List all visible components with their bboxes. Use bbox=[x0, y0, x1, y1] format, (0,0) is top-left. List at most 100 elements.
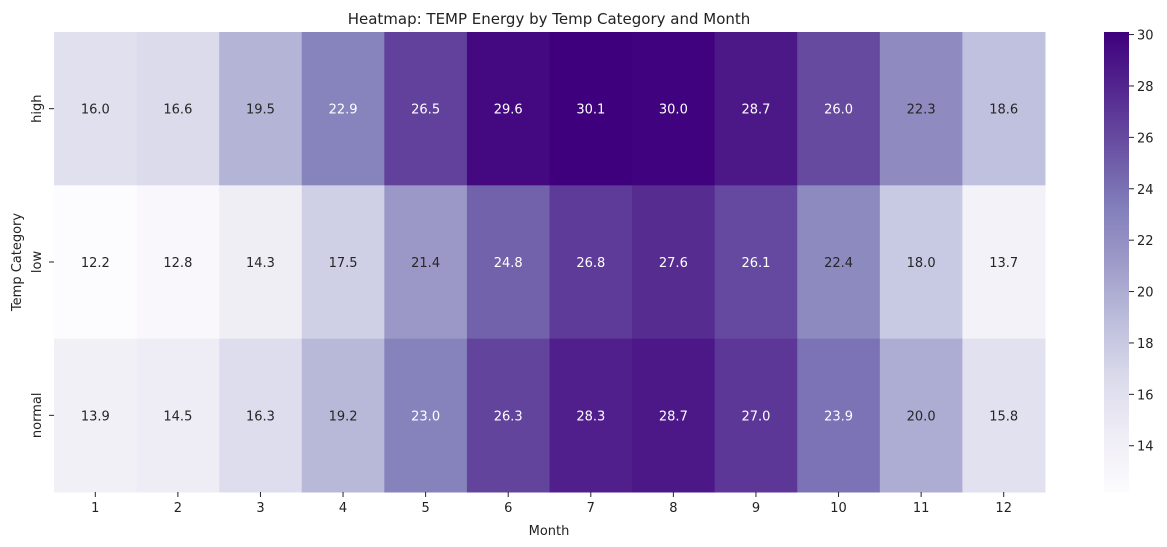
heatmap-cell bbox=[466, 338, 550, 493]
heatmap-cell bbox=[962, 185, 1046, 340]
heatmap-cell bbox=[136, 185, 220, 340]
cell-value-label: 12.2 bbox=[81, 256, 110, 271]
heatmap-cell bbox=[219, 338, 303, 493]
heatmap-cell bbox=[549, 185, 633, 340]
heatmap-cell bbox=[466, 32, 550, 186]
x-tick-label: 4 bbox=[339, 501, 347, 516]
x-tick-label: 5 bbox=[421, 501, 429, 516]
heatmap-cell bbox=[632, 338, 716, 493]
x-tick-label: 7 bbox=[587, 501, 595, 516]
colorbar-tick-label: 22 bbox=[1137, 234, 1154, 249]
heatmap-cell bbox=[219, 185, 303, 340]
x-tick-label: 11 bbox=[913, 501, 930, 516]
cell-value-label: 26.0 bbox=[824, 103, 853, 118]
y-axis: high low normal bbox=[30, 94, 54, 438]
heatmap-cell bbox=[136, 32, 220, 186]
cell-value-label: 22.4 bbox=[824, 256, 853, 271]
heatmap-cell bbox=[879, 338, 963, 493]
cell-value-label: 22.3 bbox=[907, 103, 936, 118]
heatmap-cell bbox=[466, 185, 550, 340]
cell-value-label: 18.0 bbox=[907, 256, 936, 271]
heatmap-cell bbox=[797, 338, 881, 493]
cell-value-label: 30.0 bbox=[659, 103, 688, 118]
heatmap-cell bbox=[384, 32, 468, 186]
x-tick-label: 9 bbox=[752, 501, 760, 516]
x-axis: 1 2 3 4 5 6 7 8 9 10 11 12 bbox=[91, 492, 1012, 516]
heatmap-cell bbox=[54, 338, 138, 493]
y-axis-label: Temp Category bbox=[10, 213, 25, 312]
x-tick-label: 2 bbox=[174, 501, 182, 516]
heatmap-cell bbox=[384, 338, 468, 493]
y-tick-label: low bbox=[30, 251, 45, 274]
heatmap-cell bbox=[136, 338, 220, 493]
colorbar-ticks: 14 16 18 20 22 24 26 28 30 bbox=[1129, 29, 1154, 455]
cell-value-label: 26.8 bbox=[576, 256, 605, 271]
heatmap-cell bbox=[301, 32, 385, 186]
colorbar-tick-label: 28 bbox=[1137, 80, 1154, 95]
cell-value-label: 23.9 bbox=[824, 409, 853, 424]
heatmap-cell bbox=[384, 185, 468, 340]
x-tick-label: 3 bbox=[256, 501, 264, 516]
heatmap-cell bbox=[632, 32, 716, 186]
colorbar-tick-label: 26 bbox=[1137, 131, 1154, 146]
cell-value-label: 13.9 bbox=[81, 409, 110, 424]
cell-value-label: 24.8 bbox=[494, 256, 523, 271]
heatmap-cells: 16.0 16.6 19.5 22.9 26.5 29.6 30.1 30.0 28.7 26.0… bbox=[54, 32, 1046, 493]
cell-value-label: 20.0 bbox=[907, 409, 936, 424]
x-tick-label: 8 bbox=[669, 501, 677, 516]
cell-value-label: 28.7 bbox=[741, 103, 770, 118]
cell-value-label: 15.8 bbox=[989, 409, 1018, 424]
colorbar-tick-label: 30 bbox=[1137, 29, 1154, 44]
x-tick-label: 12 bbox=[995, 501, 1012, 516]
cell-value-label: 28.7 bbox=[659, 409, 688, 424]
heatmap-cell bbox=[632, 185, 716, 340]
cell-value-label: 26.1 bbox=[741, 256, 770, 271]
y-tick-label: normal bbox=[30, 393, 45, 439]
heatmap-cell bbox=[549, 32, 633, 186]
cell-value-label: 27.6 bbox=[659, 256, 688, 271]
chart-title: Heatmap: TEMP Energy by Temp Category an… bbox=[348, 10, 751, 28]
cell-value-label: 12.8 bbox=[163, 256, 192, 271]
cell-value-label: 17.5 bbox=[329, 256, 358, 271]
cell-value-label: 22.9 bbox=[329, 103, 358, 118]
heatmap-cell bbox=[879, 185, 963, 340]
heatmap-cell bbox=[549, 338, 633, 493]
x-tick-label: 6 bbox=[504, 501, 512, 516]
cell-value-label: 27.0 bbox=[741, 409, 770, 424]
colorbar-tick-label: 14 bbox=[1137, 440, 1154, 455]
cell-value-label: 16.3 bbox=[246, 409, 275, 424]
heatmap-cell bbox=[962, 338, 1046, 493]
cell-value-label: 13.7 bbox=[989, 256, 1018, 271]
heatmap-cell bbox=[714, 338, 798, 493]
cell-value-label: 18.6 bbox=[989, 103, 1018, 118]
heatmap-cell bbox=[54, 32, 138, 186]
cell-value-label: 23.0 bbox=[411, 409, 440, 424]
y-tick-label: high bbox=[30, 94, 45, 122]
cell-value-label: 28.3 bbox=[576, 409, 605, 424]
heatmap-cell bbox=[54, 185, 138, 340]
cell-value-label: 26.3 bbox=[494, 409, 523, 424]
colorbar-tick-label: 16 bbox=[1137, 388, 1154, 403]
heatmap-cell bbox=[219, 32, 303, 186]
cell-value-label: 30.1 bbox=[576, 103, 605, 118]
colorbar-tick-label: 18 bbox=[1137, 337, 1154, 352]
heatmap-cell bbox=[714, 32, 798, 186]
colorbar-tick-label: 24 bbox=[1137, 183, 1154, 198]
x-tick-label: 1 bbox=[91, 501, 99, 516]
cell-value-label: 16.6 bbox=[163, 103, 192, 118]
heatmap-cell bbox=[797, 32, 881, 186]
heatmap-cell bbox=[301, 338, 385, 493]
cell-value-label: 14.5 bbox=[163, 409, 192, 424]
cell-value-label: 29.6 bbox=[494, 103, 523, 118]
cell-value-label: 26.5 bbox=[411, 103, 440, 118]
cell-value-label: 21.4 bbox=[411, 256, 440, 271]
cell-value-label: 19.2 bbox=[329, 409, 358, 424]
heatmap-cell bbox=[714, 185, 798, 340]
heatmap-cell bbox=[301, 185, 385, 340]
colorbar-tick-label: 20 bbox=[1137, 286, 1154, 301]
cell-value-label: 19.5 bbox=[246, 103, 275, 118]
heatmap-cell bbox=[797, 185, 881, 340]
heatmap-cell bbox=[962, 32, 1046, 186]
x-axis-label: Month bbox=[529, 524, 570, 539]
